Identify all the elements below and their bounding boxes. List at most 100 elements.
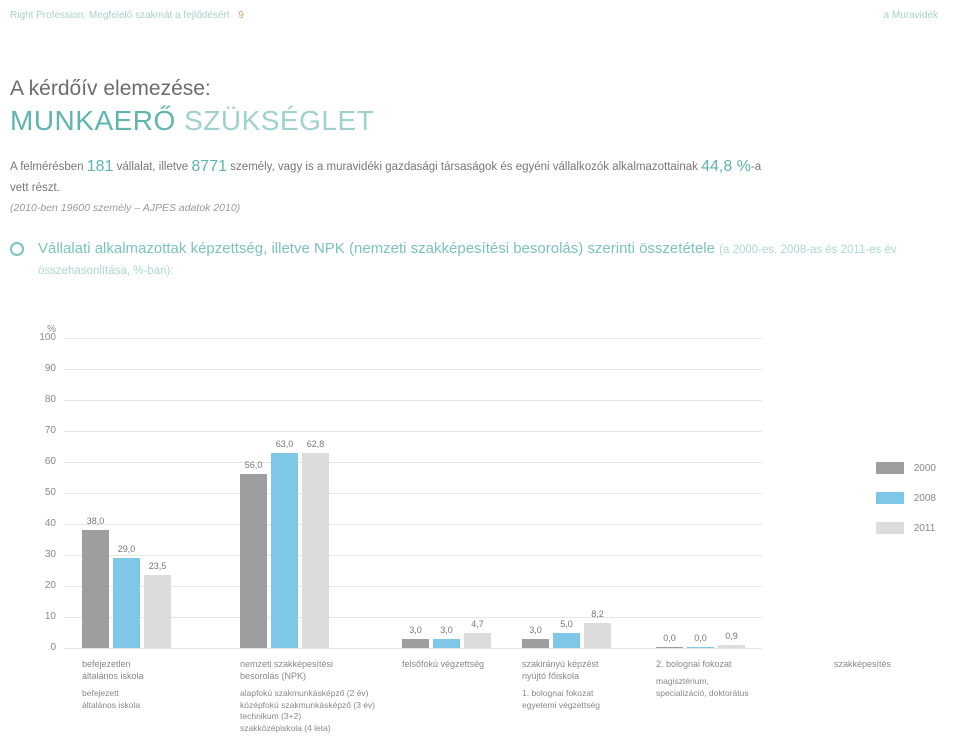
gridline [64,462,762,463]
bar: 56,0 [240,474,267,648]
bar-value-label: 0,9 [725,631,738,641]
bar: 8,2 [584,623,611,648]
chart-title-main: Vállalati alkalmazottak képzettség, ille… [38,240,715,257]
y-tick-label: 100 [26,332,56,343]
legend-label: 2011 [914,523,936,534]
bullet-icon [10,242,24,256]
x-label: szakképesítés [834,658,891,670]
bar: 0,0 [687,647,714,648]
y-tick-label: 40 [26,518,56,529]
legend-item: 2000 [876,462,936,474]
bar: 63,0 [271,453,298,648]
gridline [64,369,762,370]
legend-swatch [876,522,904,534]
bar-value-label: 62,8 [307,439,325,449]
y-tick-label: 50 [26,487,56,498]
x-label-main: befejezetlen általános iskola [82,658,237,682]
intro-n2: 8771 [191,158,227,175]
title-light: SZÜKSÉGLET [184,105,374,136]
bar-value-label: 3,0 [409,625,422,635]
chart-title-row: Vállalati alkalmazottak képzettség, ille… [10,238,938,282]
intro-pre: A felmérésben [10,161,87,173]
bar-value-label: 38,0 [87,516,105,526]
bar-group: 3,0 5,08,2 [522,623,615,648]
bar-group: 0,0 0,0 0,9 [656,645,749,648]
y-tick-label: 70 [26,425,56,436]
bar-value-label: 0,0 [663,633,676,643]
legend-item: 2008 [876,492,936,504]
bar: 23,5 [144,575,171,648]
chart-title: Vállalati alkalmazottak képzettség, ille… [38,238,938,282]
legend-label: 2000 [914,463,936,474]
bar-value-label: 63,0 [276,439,294,449]
y-tick-label: 90 [26,363,56,374]
legend-swatch [876,492,904,504]
x-label-sub: 1. bolognai fokozat egyetemi végzettség [522,688,677,711]
bar: 0,0 [656,647,683,648]
bar: 3,0 [433,639,460,648]
bar-value-label: 3,0 [440,625,453,635]
legend-swatch [876,462,904,474]
title-bold: MUNKAERŐ [10,105,176,136]
legend-label: 2008 [914,493,936,504]
y-tick-label: 10 [26,611,56,622]
x-label-sub: befejezett általános iskola [82,688,237,711]
page-number: 9 [232,10,244,21]
bar: 0,9 [718,645,745,648]
x-label-main: 2. bolognai fokozat [656,658,811,670]
x-label: befejezetlen általános iskola befejezett … [82,658,237,711]
title-line-1: A kérdőív elemezése: [10,77,938,101]
bar-value-label: 56,0 [245,460,263,470]
intro-n1: 181 [87,158,114,175]
gridline [64,338,762,339]
bar-group: 3,0 3,0 4,7 [402,633,495,648]
plot-area: 38,029,023,556,063,062,83,03,04,73,05,08… [64,338,762,648]
x-label: 2. bolognai fokozat magisztérium, special… [656,658,811,699]
bar: 29,0 [113,558,140,648]
bar-value-label: 0,0 [694,633,707,643]
bar: 4,7 [464,633,491,648]
title-line-2: MUNKAERŐ SZÜKSÉGLET [10,105,938,137]
bar: 3,0 [402,639,429,648]
header-title: Right Profession: Megfelelő szakmát a fe… [10,10,230,21]
gridline [64,493,762,494]
bar-value-label: 8,2 [591,609,604,619]
x-label-main: nemzeti szakképesítési besorolás (NPK) [240,658,395,682]
bar-value-label: 4,7 [471,619,484,629]
bar: 5,0 [553,633,580,649]
chart: %0102030405060708090100 38,029,023,556,0… [26,330,936,744]
x-label-sub: alapfokú szakmunkásképző (2 év) középfok… [240,688,395,734]
bar: 62,8 [302,453,329,648]
legend-item: 2011 [876,522,936,534]
bar: 3,0 [522,639,549,648]
gridline [64,648,762,649]
y-tick-label: 60 [26,456,56,467]
intro-n3: 44,8 % [701,158,751,175]
x-label-main: szakirányú képzést nyújtó főiskola [522,658,677,682]
bar-value-label: 3,0 [529,625,542,635]
header-right: a Muravidék [884,10,938,21]
bar-value-label: 29,0 [118,544,136,554]
intro-mid1: vállalat, illetve [113,161,191,173]
intro-paragraph: A felmérésben 181 vállalat, illetve 8771… [10,155,770,198]
y-tick-label: 80 [26,394,56,405]
gridline [64,431,762,432]
intro-note: (2010-ben 19600 személy – AJPES adatok 2… [10,202,938,214]
gridline [64,524,762,525]
bar-value-label: 5,0 [560,619,573,629]
bar: 38,0 [82,530,109,648]
legend: 2000 2008 2011 [876,462,936,552]
intro-mid2: személy, vagy is a muravidéki gazdasági … [227,161,701,173]
x-label-sub: magisztérium, specializáció, doktorátus [656,676,811,699]
y-tick-label: 30 [26,549,56,560]
x-label: szakirányú képzést nyújtó főiskola 1. bol… [522,658,677,711]
gridline [64,400,762,401]
bar-group: 56,063,062,8 [240,453,333,648]
header-left: Right Profession: Megfelelő szakmát a fe… [10,10,244,21]
y-tick-label: 0 [26,642,56,653]
page-header: Right Profession: Megfelelő szakmát a fe… [10,10,938,21]
bar-value-label: 23,5 [149,561,167,571]
bar-group: 38,029,023,5 [82,530,175,648]
x-label: nemzeti szakképesítési besorolás (NPK) al… [240,658,395,734]
y-tick-label: 20 [26,580,56,591]
